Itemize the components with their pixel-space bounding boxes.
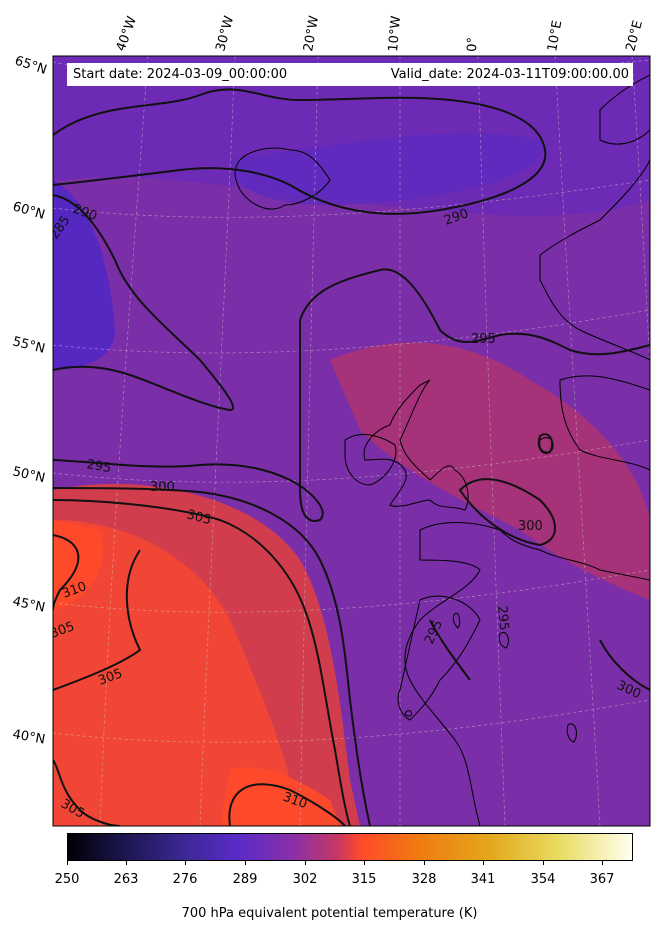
- contour-310-south: [228, 783, 346, 826]
- lon-label: 20°E: [623, 19, 646, 53]
- colorbar-tick: [602, 861, 603, 865]
- start-date: Start date: 2024-03-09_00:00:00: [73, 67, 288, 82]
- contour-305-south: [53, 759, 121, 826]
- graticule: [53, 56, 650, 826]
- contour-295: [53, 268, 650, 522]
- colorbar-tick: [424, 861, 425, 865]
- colorbar-tick-label: 263: [113, 872, 139, 887]
- lon-label: 0°: [465, 37, 481, 52]
- colorbar-tick-label: 289: [232, 872, 258, 887]
- colorbar: [67, 833, 633, 861]
- contour-295-iberia: [429, 619, 471, 681]
- mild-region-europe: [330, 342, 650, 600]
- lon-label: 30°W: [213, 14, 237, 53]
- lat-label: 50°N: [11, 464, 46, 486]
- lat-label: 40°N: [11, 727, 46, 747]
- contour-305-west: [53, 499, 351, 826]
- contour-285: [53, 194, 235, 412]
- map-panel: 290 290 285 295 295 300 300 305 310 305 …: [53, 56, 650, 826]
- colorbar-ticks: 250 263 276 289 302 315 328 341 354 367: [55, 861, 633, 891]
- colorbar-tick-label: 302: [292, 872, 318, 887]
- contour-310-west: [53, 534, 80, 611]
- lon-label: 40°W: [114, 14, 140, 53]
- colorbar-tick: [67, 861, 68, 865]
- lat-label: 65°N: [13, 54, 49, 78]
- warm-core-south: [220, 767, 340, 826]
- lat-label: 55°N: [11, 334, 46, 356]
- contour-300-europe: [458, 478, 556, 547]
- colorbar-tick-label: 250: [54, 872, 80, 887]
- lon-label: 10°W: [386, 15, 404, 52]
- coastlines: [234, 74, 650, 826]
- longitude-labels: 40°W 30°W 20°W 10°W 0° 10°E 20°E: [114, 14, 646, 53]
- contour-label: 300: [150, 480, 175, 495]
- contour-label: 305: [185, 507, 213, 528]
- lon-label: 10°E: [545, 19, 565, 52]
- colorbar-tick-label: 328: [411, 872, 437, 887]
- colorbar-tick-label: 341: [470, 872, 496, 887]
- colorbar-tick: [483, 861, 484, 865]
- colorbar-tick: [126, 861, 127, 865]
- date-header: Start date: 2024-03-09_00:00:00 Valid_da…: [67, 63, 633, 86]
- contour-label: 295: [494, 605, 511, 631]
- contour-305-inner: [53, 549, 142, 691]
- colorbar-tick: [245, 861, 246, 865]
- contour-label: 295: [471, 332, 496, 347]
- warm-core-atlantic: [53, 520, 300, 826]
- colorbar-tick: [543, 861, 544, 865]
- contour-300-east: [599, 639, 650, 691]
- map-frame: [52, 55, 651, 827]
- latitude-labels: 65°N 60°N 55°N 50°N 45°N 40°N: [11, 54, 49, 748]
- contours: [53, 88, 650, 826]
- contour-300-west: [53, 487, 371, 826]
- colorbar-tick-label: 315: [351, 872, 377, 887]
- contour-label: 300: [518, 519, 543, 534]
- lon-label: 20°W: [301, 15, 322, 53]
- colorbar-tick: [185, 861, 186, 865]
- contour-label: 295: [85, 457, 112, 476]
- colorbar-tick: [364, 861, 365, 865]
- contour-small-closed: [537, 433, 554, 454]
- lat-label: 60°N: [11, 199, 47, 222]
- cold-region-west: [53, 180, 115, 370]
- colorbar-tick: [305, 861, 306, 865]
- colorbar-tick-label: 354: [530, 872, 556, 887]
- colorbar-title: 700 hPa equivalent potential temperature…: [181, 906, 478, 921]
- lat-label: 45°N: [11, 594, 46, 615]
- colorbar-tick-label: 276: [172, 872, 198, 887]
- colorbar-tick-label: 367: [589, 872, 615, 887]
- valid-date: Valid_date: 2024-03-11T09:00:00.00: [390, 67, 629, 82]
- contour-290-north: [53, 88, 547, 215]
- cold-region-iceland: [230, 133, 543, 205]
